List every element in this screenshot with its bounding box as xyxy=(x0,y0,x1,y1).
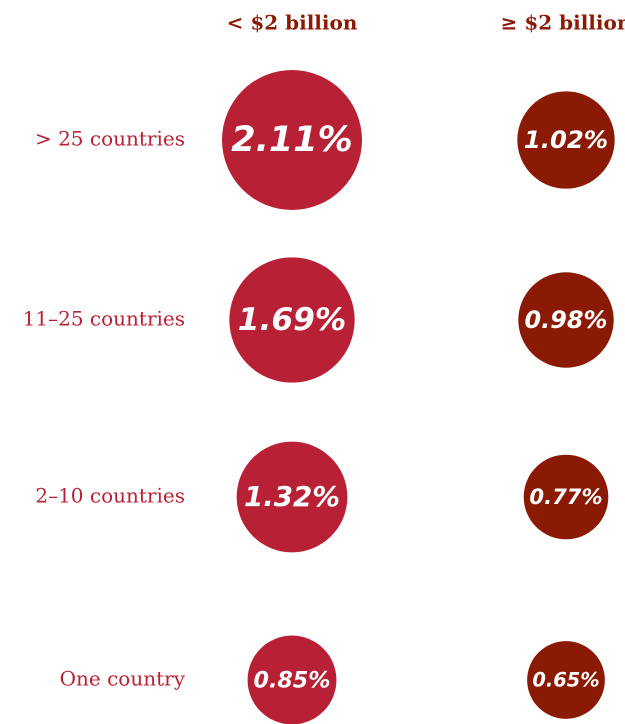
bubble xyxy=(517,91,615,189)
bubble xyxy=(236,441,348,553)
value-label: 0.85% xyxy=(254,668,331,694)
value-label: 2.11% xyxy=(231,120,352,160)
row-label: 2–10 countries xyxy=(35,484,185,508)
value-label: 1.02% xyxy=(524,125,608,154)
row-label: One country xyxy=(60,667,186,691)
bubble xyxy=(518,272,614,368)
value-label: 0.77% xyxy=(529,484,602,509)
column-header: ≥ $2 billion xyxy=(501,11,625,35)
value-label: 1.69% xyxy=(238,302,347,338)
bubble xyxy=(247,635,337,724)
value-label: 1.32% xyxy=(244,480,340,513)
bubble xyxy=(229,257,355,383)
bubble xyxy=(527,641,605,719)
column-header: < $2 billion xyxy=(227,11,358,35)
row-label: 11–25 countries xyxy=(23,307,185,331)
bubble xyxy=(221,69,363,211)
bubble xyxy=(523,454,609,540)
value-label: 0.65% xyxy=(532,669,599,692)
row-label: > 25 countries xyxy=(35,127,185,151)
value-label: 0.98% xyxy=(525,306,608,334)
